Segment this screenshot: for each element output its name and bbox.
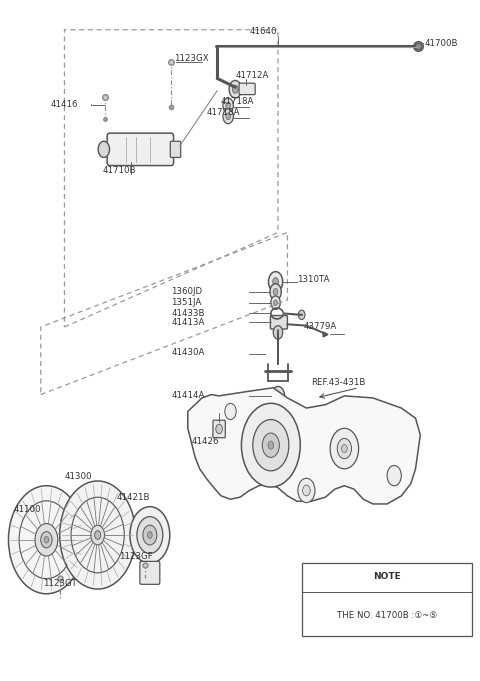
Text: 41640: 41640 bbox=[250, 27, 277, 35]
Text: 1351JA: 1351JA bbox=[171, 298, 202, 307]
Circle shape bbox=[330, 428, 359, 469]
Circle shape bbox=[216, 424, 222, 434]
Circle shape bbox=[274, 300, 277, 305]
Circle shape bbox=[271, 296, 280, 309]
Circle shape bbox=[98, 141, 109, 157]
Circle shape bbox=[91, 525, 105, 545]
FancyBboxPatch shape bbox=[170, 141, 180, 157]
Text: 41426: 41426 bbox=[192, 437, 219, 446]
FancyBboxPatch shape bbox=[301, 563, 472, 636]
Circle shape bbox=[268, 441, 274, 449]
Circle shape bbox=[387, 465, 401, 486]
Text: 43779A: 43779A bbox=[304, 323, 337, 332]
Text: 41430A: 41430A bbox=[171, 348, 204, 357]
Circle shape bbox=[241, 403, 300, 487]
Circle shape bbox=[262, 433, 279, 458]
Circle shape bbox=[271, 386, 285, 405]
Text: 1360JD: 1360JD bbox=[171, 287, 203, 296]
Circle shape bbox=[223, 109, 233, 124]
Circle shape bbox=[147, 532, 152, 539]
Text: NOTE: NOTE bbox=[373, 571, 401, 581]
Circle shape bbox=[270, 284, 281, 300]
Circle shape bbox=[137, 517, 163, 554]
Circle shape bbox=[337, 439, 351, 459]
Text: 41433B: 41433B bbox=[171, 309, 204, 318]
Circle shape bbox=[95, 530, 101, 539]
Text: 41712A: 41712A bbox=[235, 72, 269, 80]
Circle shape bbox=[342, 445, 347, 453]
Circle shape bbox=[273, 326, 283, 339]
Circle shape bbox=[273, 278, 278, 286]
Text: 41718A: 41718A bbox=[207, 108, 240, 116]
FancyBboxPatch shape bbox=[239, 83, 255, 95]
Text: THE NO. 41700B :①~⑤: THE NO. 41700B :①~⑤ bbox=[337, 612, 437, 620]
Circle shape bbox=[268, 272, 283, 292]
Circle shape bbox=[232, 85, 238, 93]
Circle shape bbox=[226, 113, 230, 120]
Text: 1123GF: 1123GF bbox=[119, 552, 153, 561]
Circle shape bbox=[143, 525, 157, 545]
Circle shape bbox=[44, 537, 48, 543]
Text: 41414A: 41414A bbox=[171, 392, 204, 400]
Text: 41700B: 41700B bbox=[424, 39, 457, 48]
Circle shape bbox=[273, 289, 278, 296]
Text: 41413A: 41413A bbox=[171, 318, 204, 327]
Text: 1123GT: 1123GT bbox=[43, 579, 77, 588]
Circle shape bbox=[229, 80, 241, 98]
Text: 1123GX: 1123GX bbox=[174, 54, 208, 63]
Circle shape bbox=[298, 478, 315, 503]
Circle shape bbox=[226, 102, 230, 109]
PathPatch shape bbox=[188, 387, 420, 504]
Text: 1310TA: 1310TA bbox=[297, 275, 329, 284]
Circle shape bbox=[225, 403, 236, 419]
FancyBboxPatch shape bbox=[270, 315, 288, 329]
Circle shape bbox=[302, 485, 310, 496]
Text: 41710B: 41710B bbox=[102, 165, 136, 175]
Text: 41421B: 41421B bbox=[117, 492, 150, 502]
FancyBboxPatch shape bbox=[140, 561, 160, 584]
Text: 41100: 41100 bbox=[13, 505, 41, 514]
Circle shape bbox=[253, 419, 289, 471]
Circle shape bbox=[41, 532, 52, 548]
Text: REF.43-431B: REF.43-431B bbox=[311, 378, 366, 387]
Circle shape bbox=[35, 524, 58, 556]
Circle shape bbox=[9, 486, 84, 594]
Text: 41300: 41300 bbox=[64, 473, 92, 481]
Circle shape bbox=[223, 98, 233, 113]
Text: 41416: 41416 bbox=[50, 99, 78, 108]
Circle shape bbox=[275, 392, 281, 400]
Circle shape bbox=[60, 481, 136, 589]
Circle shape bbox=[299, 310, 305, 319]
FancyBboxPatch shape bbox=[213, 420, 225, 438]
FancyBboxPatch shape bbox=[107, 133, 174, 165]
Text: 41718A: 41718A bbox=[221, 97, 254, 106]
Circle shape bbox=[130, 507, 170, 563]
